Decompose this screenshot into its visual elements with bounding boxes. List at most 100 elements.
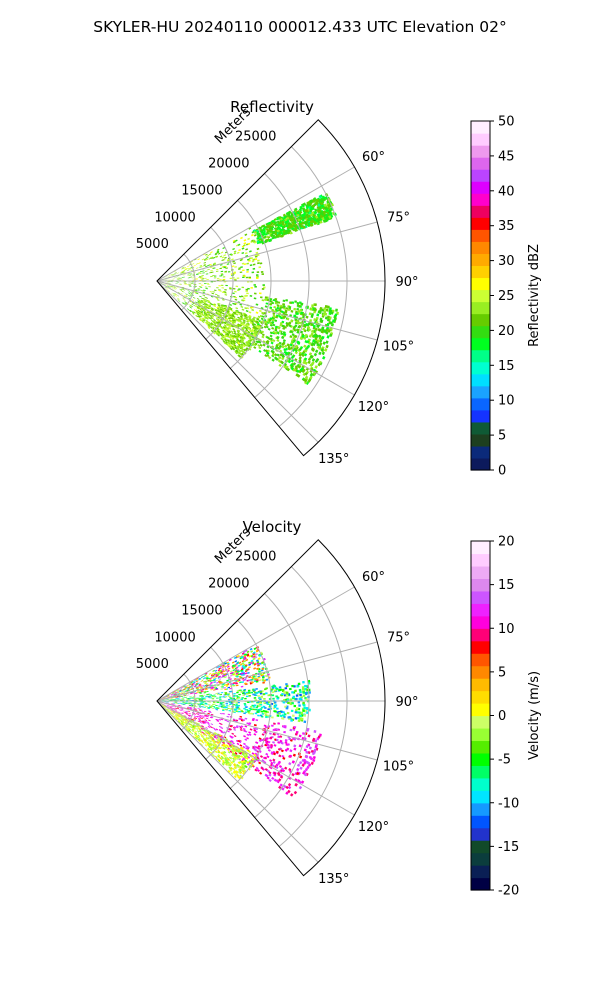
radar-gate — [252, 675, 256, 678]
radar-gate — [219, 279, 222, 281]
radar-gate — [218, 319, 222, 322]
radar-gate — [287, 716, 291, 719]
radar-gate — [174, 689, 178, 692]
radar-gate — [176, 702, 180, 704]
radar-gate — [298, 704, 301, 707]
radar-gate — [274, 331, 278, 335]
radar-gate — [231, 265, 235, 268]
radar-gate — [248, 679, 251, 682]
radar-gate — [248, 314, 252, 318]
radar-gate — [230, 330, 234, 333]
radar-gate — [329, 211, 333, 215]
radar-gate — [255, 659, 259, 662]
radar-gate — [308, 312, 312, 316]
radar-gate — [303, 380, 308, 385]
radar-gate — [194, 684, 198, 686]
radar-gate — [232, 247, 235, 251]
radar-gate — [281, 335, 285, 339]
radar-gate — [294, 689, 297, 693]
radar-gate — [259, 691, 263, 693]
radar-gate — [240, 347, 244, 351]
radar-gate — [187, 290, 191, 292]
radar-gate — [209, 326, 213, 329]
radar-gate — [247, 287, 250, 290]
radar-gate — [255, 327, 259, 330]
panel-title: Velocity — [243, 518, 302, 536]
radar-gate — [284, 218, 288, 222]
radar-gate — [274, 353, 278, 357]
radar-gate — [296, 211, 300, 215]
radar-gate — [242, 326, 246, 329]
radar-gate — [203, 680, 206, 683]
radar-gate — [197, 305, 201, 308]
radar-gate — [234, 302, 238, 305]
radar-gate — [266, 351, 270, 355]
radar-gate — [199, 270, 203, 273]
radar-gate — [237, 331, 241, 335]
radar-gate — [170, 286, 174, 288]
radar-gate — [302, 691, 306, 694]
radar-gate — [265, 302, 269, 305]
radar-gate — [249, 647, 253, 651]
radar-gate — [321, 330, 325, 334]
radar-gate — [265, 752, 269, 756]
radar-gate — [279, 224, 283, 228]
radar-gate — [294, 228, 298, 232]
radar-gate — [292, 336, 296, 340]
radar-gate — [313, 310, 317, 314]
radar-gate — [253, 733, 257, 736]
radar-gate — [236, 675, 239, 678]
radar-gate — [207, 704, 211, 706]
radar-gate — [217, 665, 221, 669]
radar-gate — [325, 208, 329, 213]
radar-gate — [269, 322, 273, 325]
radar-gate — [202, 688, 205, 690]
radar-gate — [270, 724, 274, 727]
radar-gate — [204, 270, 208, 272]
radar-gate — [177, 693, 180, 695]
radar-gate — [218, 667, 221, 670]
radar-gate — [272, 312, 276, 315]
radar-gate — [244, 664, 248, 667]
radar-gate — [227, 341, 231, 345]
radar-gate — [220, 692, 224, 694]
radar-gate — [215, 308, 218, 311]
radar-gate — [169, 286, 173, 288]
radar-gate — [190, 692, 194, 694]
radar-gate — [261, 288, 265, 290]
radar-gate — [167, 290, 170, 293]
radar-gate — [178, 299, 181, 302]
radar-gate — [216, 701, 220, 703]
radar-gate — [217, 306, 220, 309]
radar-gate — [187, 267, 191, 270]
radar-gate — [192, 681, 195, 684]
radar-gate — [293, 747, 297, 751]
radar-gate — [269, 759, 273, 763]
radar-gate — [198, 299, 201, 302]
radar-gate — [253, 647, 257, 651]
radar-gate — [258, 679, 262, 682]
radar-gate — [205, 265, 208, 268]
radar-gate — [232, 669, 236, 672]
radar-gate — [199, 295, 202, 298]
radar-gate — [162, 283, 165, 285]
radar-gate — [275, 687, 279, 691]
radar-gate — [212, 675, 215, 678]
radar-gate — [235, 339, 239, 343]
radar-gate — [246, 292, 249, 295]
radar-gate — [222, 276, 226, 278]
radar-gate — [237, 289, 240, 291]
radar-gate — [302, 215, 306, 220]
radar-gate — [176, 294, 180, 297]
radar-gate — [204, 321, 208, 325]
radar-gate — [174, 277, 177, 278]
radar-gate — [302, 327, 306, 331]
radar-gate — [275, 300, 278, 303]
radar-gate — [232, 240, 236, 244]
radar-gate — [204, 688, 208, 691]
radar-gate — [192, 683, 195, 685]
radar-gate — [175, 692, 178, 694]
radar-gate — [291, 702, 294, 705]
radar-gate — [208, 323, 211, 327]
radar-gate — [211, 672, 215, 675]
